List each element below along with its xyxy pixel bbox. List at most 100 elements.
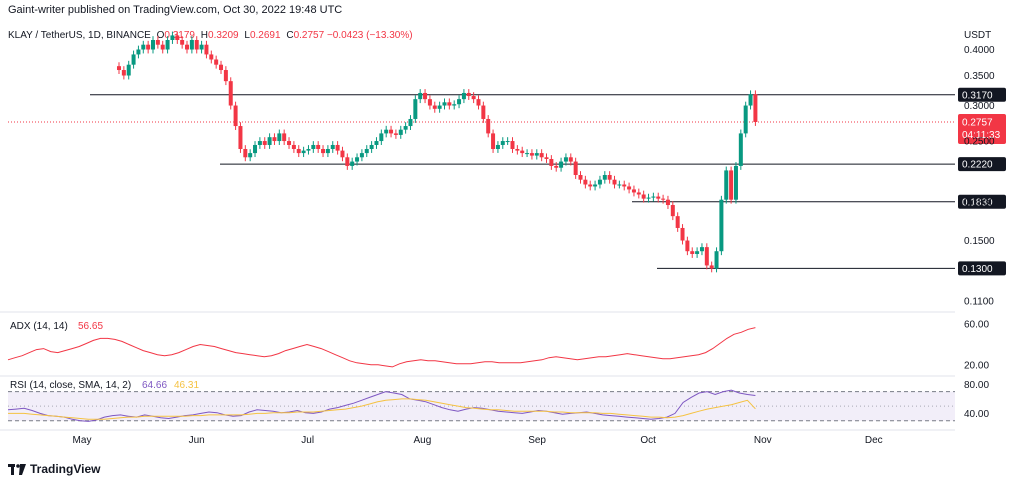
candle-body	[529, 153, 534, 156]
level-label-box	[958, 157, 1006, 172]
candle-body	[709, 265, 714, 269]
candle-body	[612, 179, 617, 185]
candle-body	[466, 92, 471, 97]
candle-body	[461, 92, 466, 100]
candle-body	[311, 144, 316, 149]
price-axis-label: 0.3500	[964, 71, 995, 82]
candle-body	[690, 251, 695, 254]
candle-body	[233, 105, 238, 127]
candle-body	[515, 148, 520, 151]
candle-body	[291, 144, 296, 149]
price-axis-label: 0.4000	[964, 45, 995, 56]
candle-body	[505, 141, 510, 143]
candle-body	[330, 144, 335, 149]
level-label: 0.1300	[962, 264, 993, 275]
open-label: O	[156, 30, 165, 41]
tradingview-logo-icon	[8, 463, 26, 475]
candle-body	[393, 133, 398, 135]
footer-brand[interactable]: TradingView	[8, 462, 100, 476]
rsi-title: RSI (14, close, SMA, 14, 2)	[10, 380, 131, 391]
candle-body	[588, 184, 593, 187]
candle-body	[136, 49, 141, 55]
candle-body	[121, 70, 126, 76]
candle-body	[180, 40, 185, 45]
candle-body	[719, 199, 724, 252]
candle-body	[243, 148, 248, 158]
candle-body	[602, 175, 607, 180]
low-value: 0.2691	[249, 30, 281, 41]
candle-body	[325, 148, 330, 154]
candle-body	[204, 44, 209, 55]
candle-body	[214, 59, 219, 65]
candle-body	[355, 157, 360, 162]
candle-body	[151, 40, 156, 50]
candle-body	[321, 148, 326, 154]
candle-body	[743, 105, 748, 134]
candle-body	[583, 179, 588, 185]
candle-body	[544, 157, 549, 159]
time-axis-label: May	[73, 435, 92, 446]
high-value: 0.3209	[208, 30, 239, 41]
candle-body	[160, 44, 165, 50]
candle-body	[539, 153, 544, 158]
adx-title: ADX (14, 14)	[10, 321, 68, 332]
candle-body	[534, 153, 539, 156]
candle-body	[267, 137, 272, 145]
level-label-box	[958, 87, 1006, 102]
price-axis-label: 0.2500	[964, 137, 995, 148]
candle-body	[369, 144, 374, 149]
candle-body	[641, 194, 646, 199]
adx-axis-label: 60.00	[964, 320, 989, 331]
time-axis-label: Aug	[414, 435, 432, 446]
low-label: L	[244, 30, 250, 41]
candle-body	[622, 184, 627, 187]
candle-body	[287, 141, 292, 145]
candle-body	[578, 175, 583, 180]
candle-body	[374, 141, 379, 145]
candle-body	[301, 150, 306, 154]
price-axis-label: 0.1100	[964, 296, 994, 307]
candle-body	[675, 216, 680, 228]
candle-body	[146, 44, 151, 50]
candle-body	[646, 197, 651, 199]
candle-body	[350, 161, 355, 166]
candle-body	[209, 54, 214, 60]
candle-body	[568, 157, 573, 162]
time-axis-label: Oct	[640, 435, 656, 446]
symbol-name[interactable]: KLAY / TetherUS, 1D, BINANCE	[8, 30, 151, 41]
level-label: 0.2220	[962, 160, 993, 171]
candle-body	[282, 133, 287, 142]
candle-body	[335, 144, 340, 151]
candle-body	[520, 150, 525, 154]
candle-body	[359, 153, 364, 158]
candle-body	[554, 165, 559, 168]
candle-body	[185, 44, 190, 50]
candle-body	[631, 189, 636, 193]
candle-body	[194, 40, 199, 50]
publish-header: Gaint-writer published on TradingView.co…	[8, 4, 343, 16]
candle-body	[379, 133, 384, 142]
candle-body	[277, 133, 282, 142]
candle-body	[714, 251, 719, 269]
close-value: 0.2757	[293, 30, 325, 41]
candle-body	[452, 104, 457, 106]
candle-body	[296, 148, 301, 154]
candle-body	[495, 144, 500, 149]
axis-currency-label: USDT	[964, 30, 991, 41]
candle-body	[656, 196, 661, 199]
candle-body	[597, 179, 602, 185]
candle-body	[189, 40, 194, 50]
candle-body	[500, 141, 505, 145]
rsi-ma-line	[8, 398, 756, 420]
time-axis-label: Jun	[189, 435, 205, 446]
footer-brand-text: TradingView	[30, 462, 101, 476]
candle-body	[403, 126, 408, 130]
level-label: 0.1830	[962, 197, 993, 208]
candle-body	[238, 126, 243, 149]
high-label: H	[200, 30, 209, 41]
candle-body	[607, 175, 612, 180]
candle-body	[340, 150, 345, 158]
candle-body	[563, 157, 568, 162]
candle-body	[491, 133, 496, 149]
